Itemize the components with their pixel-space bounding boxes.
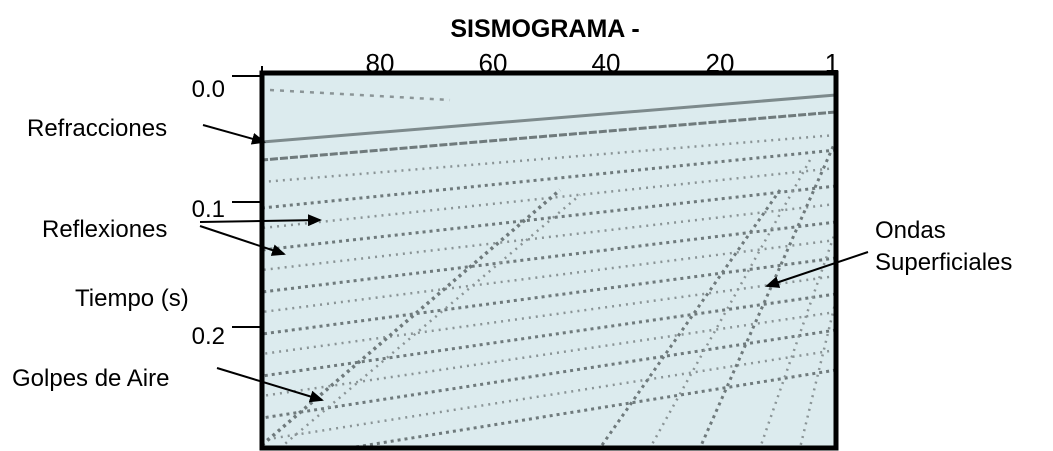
y-label: 0.1 xyxy=(192,196,225,223)
axis-ticks xyxy=(232,66,262,327)
y-axis-title: Tiempo (s) xyxy=(75,285,189,312)
annotation-label: Golpes de Aire xyxy=(12,365,169,392)
seismogram-panel xyxy=(262,73,836,451)
x-label: 40 xyxy=(592,48,621,78)
annotation-label: Superficiales xyxy=(875,249,1012,276)
x-label: 20 xyxy=(706,48,735,78)
x-label: 80 xyxy=(366,48,395,78)
annotation-label: Reflexiones xyxy=(42,216,167,243)
y-label: 0.0 xyxy=(192,76,225,103)
x-label: 1 xyxy=(825,48,839,78)
annotation-label: Ondas xyxy=(875,217,946,244)
x-label: 60 xyxy=(479,48,508,78)
y-label: 0.2 xyxy=(192,323,225,350)
title: SISMOGRAMA - xyxy=(450,15,639,43)
annotation-label: Refracciones xyxy=(27,115,167,142)
seismogram-figure: SISMOGRAMA - xyxy=(0,0,1053,451)
